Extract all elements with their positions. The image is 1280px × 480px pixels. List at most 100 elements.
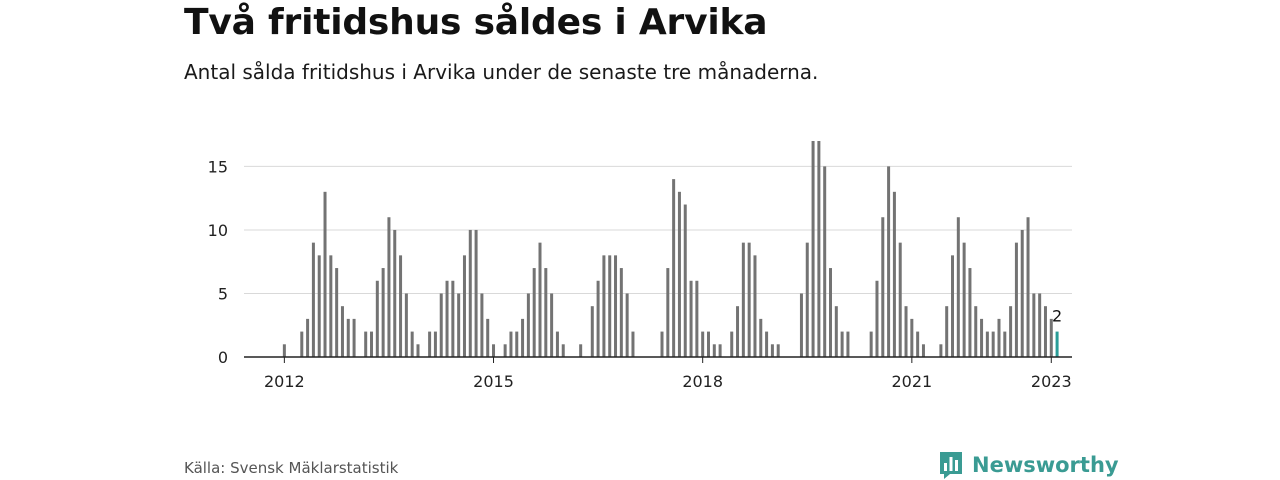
newsworthy-logo-icon <box>940 452 962 479</box>
bar <box>375 280 379 357</box>
bar <box>974 306 978 357</box>
bar <box>898 242 902 357</box>
bar <box>689 280 693 357</box>
bar <box>1032 293 1036 357</box>
bar <box>921 344 925 357</box>
bar <box>695 280 699 357</box>
bar <box>939 344 943 357</box>
bar <box>683 204 687 357</box>
bar <box>956 217 960 357</box>
bar <box>480 293 484 357</box>
bar <box>468 229 472 357</box>
bar <box>730 331 734 357</box>
bar <box>759 318 763 357</box>
bar <box>1026 217 1030 357</box>
bar <box>399 255 403 357</box>
bar <box>625 293 629 357</box>
bar <box>823 166 827 357</box>
bar <box>968 268 972 357</box>
bar <box>538 242 542 357</box>
bar <box>985 331 989 357</box>
bar <box>364 331 368 357</box>
bar <box>997 318 1001 357</box>
bar <box>352 318 356 357</box>
bar <box>1003 331 1007 357</box>
chart-subtitle: Antal sålda fritidshus i Arvika under de… <box>184 60 819 84</box>
bar <box>532 268 536 357</box>
bar <box>486 318 490 357</box>
bar <box>741 242 745 357</box>
bar <box>579 344 583 357</box>
x-tick-label: 2021 <box>891 372 932 391</box>
bar <box>596 280 600 357</box>
x-tick-label: 2015 <box>473 372 514 391</box>
bar <box>590 306 594 357</box>
bar <box>840 331 844 357</box>
bar <box>1049 318 1053 357</box>
bar <box>712 344 716 357</box>
bar <box>608 255 612 357</box>
x-tick-label: 2023 <box>1031 372 1072 391</box>
bar <box>945 306 949 357</box>
bar <box>323 191 327 357</box>
bar <box>765 331 769 357</box>
bar <box>340 306 344 357</box>
bar <box>614 255 618 357</box>
bar <box>306 318 310 357</box>
bar <box>602 255 606 357</box>
bar <box>335 268 339 357</box>
bar <box>416 344 420 357</box>
bar <box>544 268 548 357</box>
bar <box>526 293 530 357</box>
bar <box>666 268 670 357</box>
bar <box>451 280 455 357</box>
bar <box>282 344 286 357</box>
bar <box>770 344 774 357</box>
bar <box>457 293 461 357</box>
y-tick-label: 5 <box>218 284 228 303</box>
bar <box>753 255 757 357</box>
y-tick-label: 15 <box>208 157 228 176</box>
bar <box>474 229 478 357</box>
bar <box>980 318 984 357</box>
bar <box>834 306 838 357</box>
brand-logo[interactable]: Newsworthy <box>938 450 1119 480</box>
bar <box>672 179 676 357</box>
chart-title: Två fritidshus såldes i Arvika <box>184 2 768 43</box>
bar <box>991 331 995 357</box>
bar <box>311 242 315 357</box>
bar <box>869 331 873 357</box>
bar <box>404 293 408 357</box>
bar <box>329 255 333 357</box>
bar <box>701 331 705 357</box>
bar <box>916 331 920 357</box>
bar <box>561 344 565 357</box>
bar <box>503 344 507 357</box>
last-value-label: 2 <box>1052 307 1062 326</box>
x-tick-label: 2018 <box>682 372 723 391</box>
bar <box>892 191 896 357</box>
bar <box>962 242 966 357</box>
y-tick-label: 10 <box>208 221 228 240</box>
bar <box>1038 293 1042 357</box>
bar <box>736 306 740 357</box>
bar <box>439 293 443 357</box>
bar <box>718 344 722 357</box>
bar <box>509 331 513 357</box>
bar <box>776 344 780 357</box>
bar <box>1009 306 1013 357</box>
bar <box>393 229 397 357</box>
bar <box>829 268 832 357</box>
bar <box>799 293 803 357</box>
brand-name: Newsworthy <box>972 453 1119 477</box>
bar <box>881 217 885 357</box>
bar <box>660 331 664 357</box>
bar-chart: 0 5 10 15 2 2012 2015 2018 2021 2023 <box>208 141 1072 391</box>
bar <box>462 255 466 357</box>
bar <box>817 141 821 357</box>
bar <box>887 166 891 357</box>
bar <box>805 242 809 357</box>
bar <box>492 344 496 357</box>
bar <box>1020 229 1024 357</box>
bar <box>387 217 391 357</box>
